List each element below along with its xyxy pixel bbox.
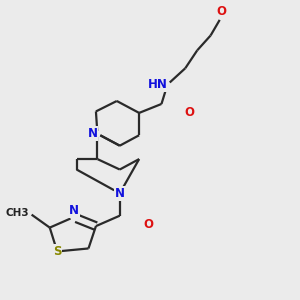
Text: S: S [53,245,62,258]
Text: O: O [216,4,226,18]
Text: N: N [69,204,79,217]
Text: N: N [115,187,125,200]
Text: O: O [184,106,194,119]
Text: CH3: CH3 [5,208,29,218]
Text: O: O [144,218,154,231]
Text: HN: HN [148,78,167,91]
Text: N: N [87,127,98,140]
